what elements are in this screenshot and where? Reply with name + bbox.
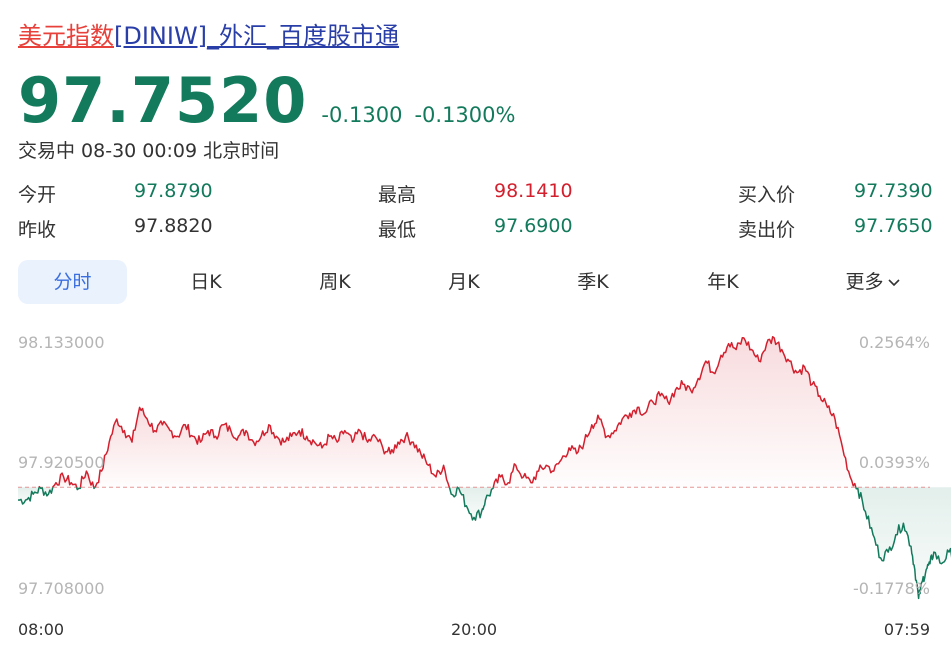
x-tick-label: 08:00 [18, 620, 64, 639]
y-right-tick-label: 0.2564% [859, 333, 930, 352]
stat-value: 98.1410 [494, 180, 573, 202]
stat-value: 97.6900 [494, 215, 573, 237]
stat-label: 昨收 [18, 219, 56, 241]
price-change-percent: -0.1300% [414, 103, 515, 127]
stat-label: 今开 [18, 184, 56, 206]
y-left-tick-label: 97.708000 [18, 579, 105, 598]
stat-label: 最低 [378, 219, 416, 241]
source-link[interactable]: _外汇_百度股市通 [207, 22, 399, 50]
area-fill-above-reference [493, 337, 856, 488]
stat-value: 97.8790 [134, 180, 213, 202]
tab-quarterly-k[interactable]: 季K [543, 260, 643, 304]
price-change: -0.1300 [321, 103, 402, 127]
x-tick-label: 20:00 [451, 620, 497, 639]
instrument-code-link[interactable]: [DINIW] [114, 22, 207, 50]
intraday-chart: 98.133000 97.920500 97.708000 0.2564% 0.… [0, 320, 951, 656]
area-fill-below-reference [458, 487, 494, 520]
intraday-chart-svg: 98.133000 97.920500 97.708000 0.2564% 0.… [0, 320, 951, 656]
stat-ask: 卖出价 97.7650 [738, 215, 795, 242]
stat-label: 卖出价 [738, 219, 795, 241]
y-right-tick-label: 0.0393% [859, 453, 930, 472]
y-left-tick-label: 98.133000 [18, 333, 105, 352]
tab-intraday[interactable]: 分时 [18, 260, 127, 304]
stat-label: 最高 [378, 184, 416, 206]
current-price: 97.7520 [18, 64, 307, 137]
y-right-tick-label: -0.1778% [853, 579, 930, 598]
stat-value: 97.7650 [854, 215, 933, 237]
page-title: 美元指数[DINIW]_外汇_百度股市通 [18, 16, 399, 51]
stat-low: 最低 97.6900 [378, 215, 416, 242]
quote-row: 97.7520 -0.1300 -0.1300% [18, 64, 515, 137]
stat-prev-close: 昨收 97.8820 [18, 215, 56, 242]
x-tick-label: 07:59 [884, 620, 930, 639]
tab-weekly-k[interactable]: 周K [285, 260, 385, 304]
chart-period-tabs: 分时 日K 周K 月K 季K 年K 更多 [18, 260, 930, 304]
tab-monthly-k[interactable]: 月K [414, 260, 514, 304]
stat-value: 97.8820 [134, 215, 213, 237]
tab-daily-k[interactable]: 日K [156, 260, 256, 304]
instrument-name-link[interactable]: 美元指数 [18, 22, 114, 50]
price-line-up-segment [39, 487, 40, 488]
tab-more-label: 更多 [845, 271, 883, 293]
stat-open: 今开 97.8790 [18, 180, 56, 207]
stat-bid: 买入价 97.7390 [738, 180, 795, 207]
tab-more[interactable]: 更多 [818, 260, 928, 304]
stat-high: 最高 98.1410 [378, 180, 416, 207]
trading-status: 交易中 08-30 00:09 北京时间 [18, 136, 279, 163]
tab-yearly-k[interactable]: 年K [673, 260, 773, 304]
stat-label: 买入价 [738, 184, 795, 206]
chevron-down-icon [887, 278, 901, 288]
price-line-down-segment [94, 487, 95, 488]
stat-value: 97.7390 [854, 180, 933, 202]
y-left-tick-label: 97.920500 [18, 453, 105, 472]
